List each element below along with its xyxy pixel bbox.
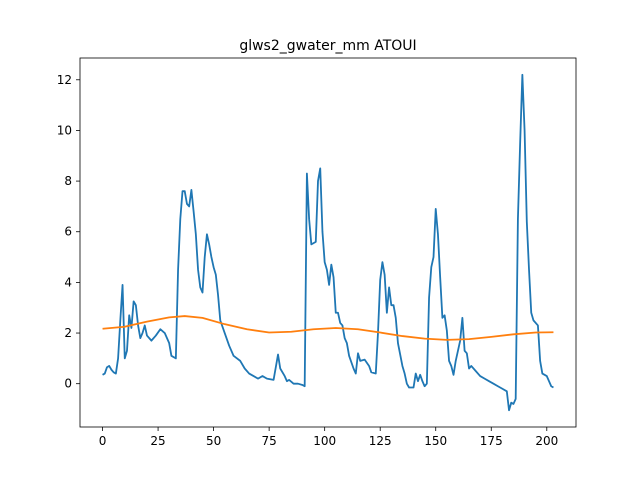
plot-frame [79, 57, 577, 428]
y-tick-label: 2 [64, 326, 72, 340]
y-tick-label: 6 [64, 225, 72, 239]
chart-title: glws2_gwater_mm ATOUI [239, 38, 416, 54]
x-tick-label: 200 [535, 434, 558, 448]
y-tick-label: 8 [64, 174, 72, 188]
line-series [102, 73, 554, 412]
y-tick-label: 10 [57, 123, 72, 137]
x-tick-label: 150 [424, 434, 447, 448]
x-tick-label: 75 [261, 434, 276, 448]
x-tick-label: 125 [369, 434, 392, 448]
x-tick-label: 25 [150, 434, 165, 448]
y-tick-label: 4 [64, 275, 72, 289]
y-tick-label: 0 [64, 377, 72, 391]
x-tick-label: 175 [480, 434, 503, 448]
x-tick-label: 0 [99, 434, 107, 448]
x-tick-label: 100 [313, 434, 336, 448]
line-series [102, 315, 554, 341]
y-tick-label: 12 [57, 73, 72, 87]
x-tick-label: 50 [206, 434, 221, 448]
